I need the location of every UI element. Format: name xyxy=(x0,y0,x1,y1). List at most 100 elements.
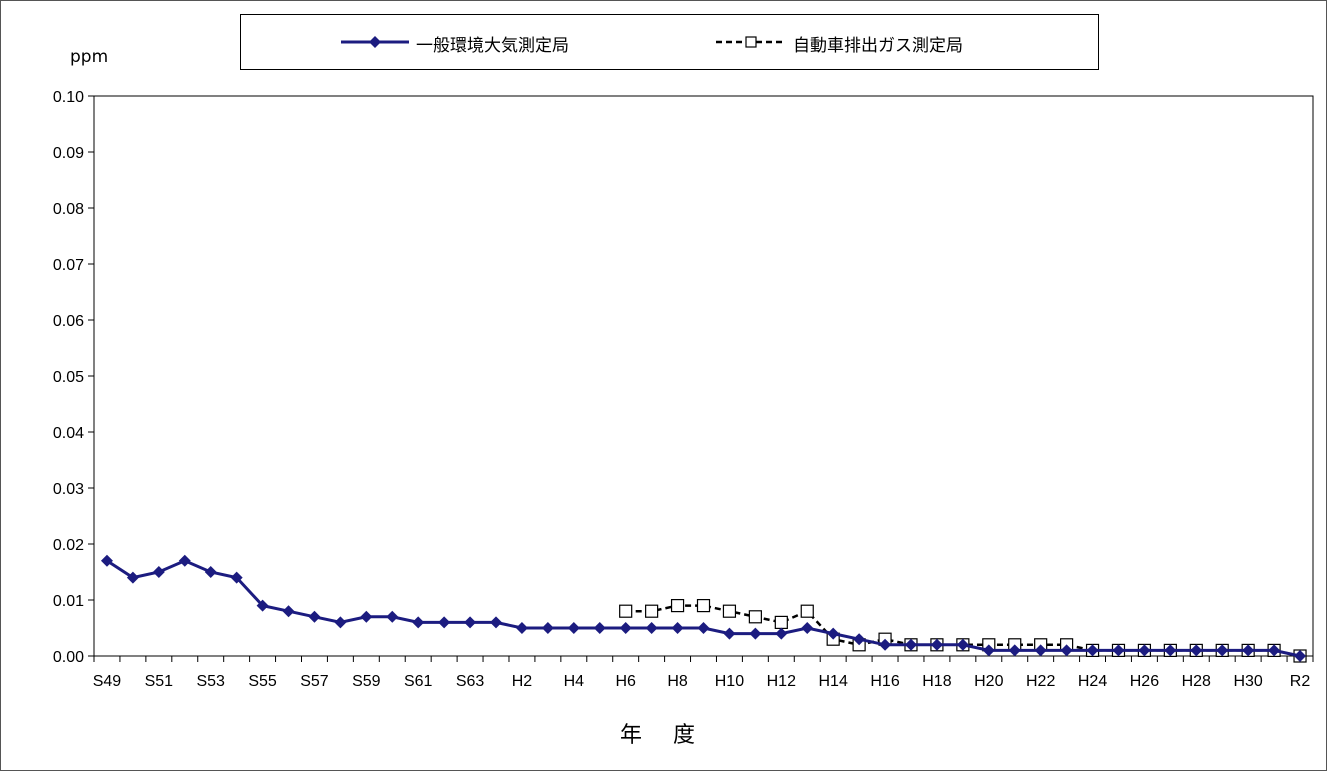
x-tick-label: S59 xyxy=(352,673,381,690)
data-point-general xyxy=(982,644,995,657)
x-tick-label: S55 xyxy=(248,673,277,690)
y-tick-label: 0.04 xyxy=(53,425,84,442)
data-point-general xyxy=(438,616,451,629)
x-tick-label: H28 xyxy=(1182,673,1211,690)
y-tick-label: 0.03 xyxy=(53,481,84,498)
data-point-general xyxy=(697,622,710,634)
data-point-general xyxy=(827,627,840,640)
data-point-general xyxy=(515,622,528,634)
data-point-general xyxy=(853,633,866,646)
data-point-general xyxy=(1138,644,1151,657)
x-tick-label: H24 xyxy=(1078,673,1107,690)
x-tick-label: H20 xyxy=(974,673,1003,690)
data-point-general xyxy=(1164,644,1177,657)
data-point-general xyxy=(256,599,269,612)
x-tick-label: S53 xyxy=(196,673,225,690)
data-point-general xyxy=(801,622,814,634)
data-point-general xyxy=(775,627,788,640)
data-point-general xyxy=(879,638,892,651)
data-point-roadside xyxy=(645,604,659,618)
x-tick-label: S51 xyxy=(145,673,174,690)
data-point-general xyxy=(412,616,425,629)
data-point-roadside xyxy=(748,610,762,624)
x-tick-label: H6 xyxy=(615,673,636,690)
data-point-general xyxy=(541,622,554,634)
x-tick-label: H16 xyxy=(870,673,899,690)
data-point-general xyxy=(308,610,321,623)
x-tick-label: S49 xyxy=(93,673,122,690)
data-point-roadside xyxy=(670,598,685,613)
data-point-general xyxy=(204,566,217,578)
data-point-general xyxy=(1268,644,1281,657)
y-tick-label: 0.00 xyxy=(53,649,84,666)
y-tick-label: 0.02 xyxy=(53,537,84,554)
x-tick-label: H2 xyxy=(512,673,533,690)
legend-label-general: 一般環境大気測定局 xyxy=(416,36,569,56)
x-tick-label: R2 xyxy=(1290,673,1311,690)
data-point-general xyxy=(1008,644,1021,657)
data-point-general xyxy=(464,616,477,629)
y-tick-label: 0.06 xyxy=(53,313,84,330)
plot-border xyxy=(93,95,1314,657)
legend-marker-roadside xyxy=(745,36,757,48)
data-point-general xyxy=(645,622,658,634)
data-point-general xyxy=(1112,644,1125,657)
x-tick-label: H30 xyxy=(1233,673,1262,690)
y-tick-label: 0.01 xyxy=(53,593,84,610)
x-tick-label: H12 xyxy=(767,673,796,690)
y-tick-label: 0.10 xyxy=(53,89,84,106)
data-point-general xyxy=(956,638,969,651)
x-tick-label: H4 xyxy=(564,673,585,690)
data-point-general xyxy=(1294,650,1307,662)
data-point-roadside xyxy=(774,615,788,630)
data-point-general xyxy=(126,571,139,584)
data-point-general xyxy=(930,638,943,651)
legend: 一般環境大気測定局 自動車排出ガス測定局 xyxy=(240,14,1099,70)
x-tick-label: H10 xyxy=(715,673,744,690)
data-point-general xyxy=(593,622,606,634)
y-tick-label: 0.08 xyxy=(53,201,84,218)
x-tick-label: S57 xyxy=(300,673,329,690)
y-tick-label: 0.05 xyxy=(53,369,84,386)
data-point-general xyxy=(490,616,503,629)
y-tick-label: 0.07 xyxy=(53,257,84,274)
x-tick-label: H18 xyxy=(922,673,951,690)
data-point-general xyxy=(567,622,580,634)
data-point-general xyxy=(671,622,684,634)
x-tick-label: H26 xyxy=(1130,673,1159,690)
data-point-general xyxy=(178,554,191,567)
legend-marker-general xyxy=(369,36,381,48)
data-point-general xyxy=(386,610,399,623)
legend-label-roadside: 自動車排出ガス測定局 xyxy=(793,36,963,56)
data-point-general xyxy=(1060,644,1073,657)
data-point-general xyxy=(1216,644,1229,657)
x-tick-label: S63 xyxy=(456,673,485,690)
data-point-general xyxy=(360,610,373,623)
data-point-general xyxy=(282,605,295,618)
x-axis-title: 年 度 xyxy=(620,723,707,748)
y-axis-unit-label: ppm xyxy=(70,47,109,67)
data-point-general xyxy=(1242,644,1255,657)
data-point-roadside xyxy=(696,598,711,613)
x-tick-label: S61 xyxy=(404,673,433,690)
data-point-general xyxy=(1034,644,1047,657)
data-point-roadside xyxy=(722,604,737,618)
data-point-general xyxy=(1086,644,1099,657)
data-point-general xyxy=(100,554,113,567)
x-tick-label: H14 xyxy=(819,673,848,690)
data-point-general xyxy=(749,627,762,640)
data-point-general xyxy=(152,566,165,578)
data-point-general xyxy=(230,571,243,584)
y-tick-label: 0.09 xyxy=(53,145,84,162)
data-point-general xyxy=(904,638,917,651)
x-tick-label: H8 xyxy=(667,673,688,690)
data-point-roadside xyxy=(619,604,633,618)
data-point-roadside xyxy=(800,604,814,618)
data-point-general xyxy=(334,616,347,629)
data-point-general xyxy=(619,622,632,634)
x-tick-label: H22 xyxy=(1026,673,1055,690)
data-point-general xyxy=(1190,644,1203,657)
data-point-general xyxy=(723,627,736,640)
legend-symbols xyxy=(341,36,786,48)
